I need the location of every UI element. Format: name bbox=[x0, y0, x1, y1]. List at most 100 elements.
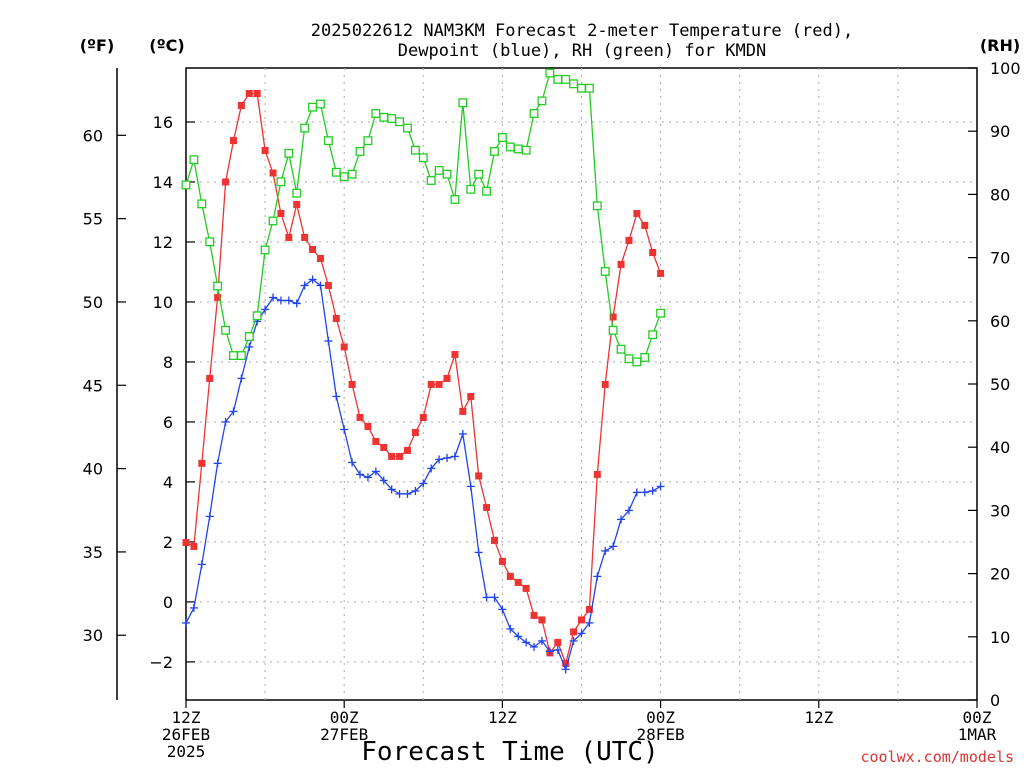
x-tick-label: 27FEB bbox=[320, 725, 368, 744]
rh-point bbox=[545, 68, 555, 78]
temperature-point bbox=[633, 209, 641, 217]
unit-label-fahrenheit: (ºF) bbox=[80, 36, 115, 55]
temperature-point bbox=[443, 374, 451, 382]
dewpoint-point bbox=[300, 281, 309, 290]
rh-point bbox=[252, 311, 262, 321]
temperature-point bbox=[483, 503, 491, 511]
rh-point bbox=[292, 188, 302, 198]
dewpoint-point bbox=[324, 336, 333, 345]
temperature-point bbox=[419, 413, 427, 421]
rh-point bbox=[513, 144, 523, 154]
celsius-tick-label: 8 bbox=[163, 353, 173, 372]
rh-tick-label: 90 bbox=[990, 122, 1010, 141]
dewpoint-point bbox=[363, 473, 372, 482]
dewpoint-point bbox=[458, 429, 467, 438]
chart-title-line2: Dewpoint (blue), RH (green) for KMDN bbox=[398, 41, 766, 61]
dewpoint-point bbox=[197, 560, 206, 569]
rh-point bbox=[213, 281, 223, 291]
dewpoint-point bbox=[474, 548, 483, 557]
rh-point bbox=[229, 351, 238, 361]
dewpoint-point bbox=[411, 486, 420, 495]
dewpoint-point bbox=[537, 636, 546, 645]
dewpoint-point bbox=[189, 603, 198, 612]
temperature-point bbox=[585, 605, 593, 613]
fahrenheit-tick-label: 55 bbox=[83, 210, 103, 229]
celsius-tick-label: 0 bbox=[163, 593, 173, 612]
x-tick-label: 00Z bbox=[330, 708, 359, 727]
rh-point bbox=[308, 102, 318, 112]
temperature-point bbox=[625, 236, 633, 244]
dewpoint-point bbox=[419, 479, 428, 488]
rh-point bbox=[450, 195, 460, 204]
celsius-tick-label: 2 bbox=[163, 533, 173, 552]
dewpoint-point bbox=[466, 482, 475, 491]
temperature-point bbox=[601, 380, 609, 388]
dewpoint-point bbox=[569, 636, 578, 645]
temperature-point bbox=[198, 459, 206, 467]
dewpoint-point bbox=[498, 605, 507, 614]
rh-point bbox=[584, 83, 594, 93]
temperature-point bbox=[324, 281, 332, 289]
temperature-point bbox=[459, 407, 467, 415]
dewpoint-point bbox=[308, 275, 317, 284]
dewpoint-point bbox=[443, 453, 452, 462]
dewpoint-point bbox=[640, 488, 649, 497]
dewpoint-point bbox=[490, 593, 499, 602]
celsius-tick-label: 10 bbox=[153, 293, 173, 312]
temperature-point bbox=[451, 350, 459, 358]
dewpoint-point bbox=[545, 647, 554, 656]
x-tick-label: 1MAR bbox=[958, 725, 997, 744]
dewpoint-point bbox=[205, 512, 214, 521]
temperature-point bbox=[372, 437, 380, 445]
dewpoint-point bbox=[348, 458, 357, 467]
temperature-point bbox=[617, 260, 625, 268]
rh-tick-label: 70 bbox=[990, 249, 1010, 268]
temperature-point bbox=[332, 314, 340, 322]
dewpoint-point bbox=[553, 645, 562, 654]
rh-point bbox=[379, 112, 389, 122]
dewpoint-point bbox=[585, 618, 594, 627]
rh-point bbox=[339, 172, 349, 182]
axis-ticks: −2 0 2 4 6 8 10 12 14 16 30 35 40 45 50 55 60 0 10 20 30 40 50… bbox=[83, 59, 1021, 761]
dewpoint-point bbox=[237, 374, 246, 383]
fahrenheit-tick-label: 45 bbox=[83, 376, 103, 395]
rh-point bbox=[521, 145, 531, 155]
rh-point bbox=[426, 176, 436, 185]
temperature-point bbox=[562, 659, 570, 667]
rh-point bbox=[537, 96, 547, 106]
temperature-point bbox=[253, 89, 261, 97]
rh-point bbox=[418, 153, 428, 163]
rh-tick-label: 10 bbox=[990, 628, 1010, 647]
rh-point bbox=[592, 201, 602, 211]
temperature-point bbox=[609, 313, 617, 321]
fahrenheit-tick-label: 30 bbox=[83, 626, 103, 645]
temperature-point bbox=[222, 178, 230, 186]
dewpoint-point bbox=[261, 305, 270, 314]
dewpoint-point bbox=[522, 638, 531, 647]
temperature-point bbox=[237, 101, 245, 109]
temperature-point bbox=[514, 578, 522, 586]
celsius-tick-label: 12 bbox=[153, 233, 173, 252]
temperature-point bbox=[554, 638, 562, 646]
fahrenheit-tick-label: 40 bbox=[83, 460, 103, 479]
rh-tick-label: 50 bbox=[990, 375, 1010, 394]
rh-point bbox=[466, 184, 476, 194]
temperature-point bbox=[657, 269, 665, 277]
unit-label-rh: (RH) bbox=[980, 36, 1020, 55]
x-tick-label: 00Z bbox=[646, 708, 675, 727]
dewpoint-point bbox=[332, 392, 341, 401]
temperature-point bbox=[229, 137, 237, 145]
unit-label-celsius: (ºC) bbox=[149, 36, 184, 55]
rh-point bbox=[268, 216, 278, 226]
rh-point bbox=[189, 155, 199, 165]
rh-point bbox=[474, 169, 484, 179]
dewpoint-point bbox=[356, 470, 365, 479]
rh-point bbox=[608, 325, 618, 335]
rh-point bbox=[221, 325, 230, 335]
dewpoint-point bbox=[450, 452, 459, 461]
dewpoint-point bbox=[427, 464, 436, 473]
dewpoint-point bbox=[648, 486, 657, 495]
temperature-point bbox=[277, 209, 285, 217]
rh-point bbox=[371, 109, 381, 118]
rh-point bbox=[284, 148, 294, 158]
